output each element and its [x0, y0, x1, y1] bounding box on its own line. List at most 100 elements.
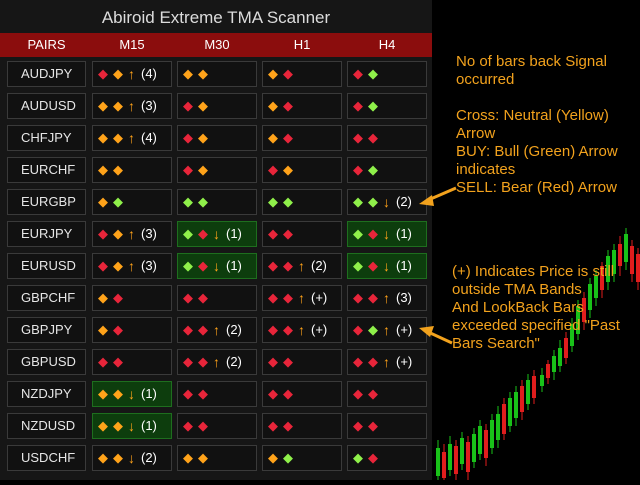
red-diamond-icon: ◆ [183, 130, 193, 145]
signal-cell-m30[interactable]: ◆ ◆ [177, 413, 257, 439]
red-diamond-icon: ◆ [113, 354, 123, 369]
yellow-diamond-icon: ◆ [113, 226, 123, 241]
signal-cell-h1[interactable]: ◆ ◆ [262, 189, 342, 215]
signal-cell-h1[interactable]: ◆ ◆ [262, 221, 342, 247]
signal-cell-m30[interactable]: ◆ ◆ [177, 189, 257, 215]
signal-cell-h1[interactable]: ◆ ◆ [262, 381, 342, 407]
pair-button[interactable]: CHFJPY [7, 125, 86, 151]
signal-cell-h4[interactable]: ◆ ◆ ↓ (1) [347, 221, 427, 247]
signal-cell-m15[interactable]: ◆ ◆ ↓ (2) [92, 445, 172, 471]
candlestick-chart [436, 228, 640, 480]
signal-cell-m15[interactable]: ◆ ◆ ↑ (4) [92, 125, 172, 151]
red-diamond-icon: ◆ [183, 418, 193, 433]
arrow-up-icon: ↑ [128, 258, 135, 274]
pair-button[interactable]: GBPUSD [7, 349, 86, 375]
signal-cell-m15[interactable]: ◆ ◆ ↓ (1) [92, 413, 172, 439]
signal-cell-m30[interactable]: ◆ ◆ [177, 61, 257, 87]
candle-body [526, 380, 530, 404]
signal-cell-h4[interactable]: ◆ ◆ ↑ (+) [347, 317, 427, 343]
pair-button[interactable]: EURCHF [7, 157, 86, 183]
signal-cell-m15[interactable]: ◆ ◆ [92, 157, 172, 183]
signal-cell-m15[interactable]: ◆ ◆ [92, 189, 172, 215]
bars-back-count: (+) [396, 322, 413, 337]
red-diamond-icon: ◆ [368, 354, 378, 369]
green-diamond-icon: ◆ [283, 450, 293, 465]
signal-cell-h4[interactable]: ◆ ◆ ↑ (+) [347, 349, 427, 375]
signal-cell-m15[interactable]: ◆ ◆ [92, 349, 172, 375]
signal-cell-h4[interactable]: ◆ ◆ [347, 61, 427, 87]
candle-body [502, 404, 506, 434]
bars-back-count: (2) [226, 354, 242, 369]
signal-cell-m15[interactable]: ◆ ◆ ↓ (1) [92, 381, 172, 407]
candle-body [582, 298, 586, 322]
yellow-diamond-icon: ◆ [268, 130, 278, 145]
pair-button[interactable]: EURUSD [7, 253, 86, 279]
signal-cell-m30[interactable]: ◆ ◆ ↓ (1) [177, 253, 257, 279]
yellow-diamond-icon: ◆ [113, 386, 123, 401]
signal-cell-m15[interactable]: ◆ ◆ ↑ (4) [92, 61, 172, 87]
signal-cell-m15[interactable]: ◆ ◆ ↑ (3) [92, 253, 172, 279]
signal-cell-h1[interactable]: ◆ ◆ ↑ (+) [262, 285, 342, 311]
bars-back-count: (1) [396, 226, 412, 241]
candle-body [490, 420, 494, 448]
signal-cell-m30[interactable]: ◆ ◆ [177, 445, 257, 471]
signal-cell-h1[interactable]: ◆ ◆ [262, 349, 342, 375]
scanner-row-eurgbp: EURGBP ◆ ◆ ◆ ◆ ◆ ◆ ◆ ◆ ↓ (2) [0, 187, 432, 219]
red-diamond-icon: ◆ [353, 66, 363, 81]
pair-button[interactable]: EURJPY [7, 221, 86, 247]
signal-cell-m30[interactable]: ◆ ◆ [177, 285, 257, 311]
signal-cell-h4[interactable]: ◆ ◆ [347, 125, 427, 151]
signal-cell-m30[interactable]: ◆ ◆ [177, 157, 257, 183]
yellow-diamond-icon: ◆ [113, 162, 123, 177]
bars-back-count: (+) [396, 354, 413, 369]
red-diamond-icon: ◆ [283, 354, 293, 369]
candle-body [594, 276, 598, 298]
signal-cell-h4[interactable]: ◆ ◆ ↓ (1) [347, 253, 427, 279]
candle-body [612, 250, 616, 274]
candle-body [454, 446, 458, 474]
green-diamond-icon: ◆ [368, 66, 378, 81]
pair-button[interactable]: NZDJPY [7, 381, 86, 407]
signal-cell-h1[interactable]: ◆ ◆ [262, 93, 342, 119]
red-diamond-icon: ◆ [113, 322, 123, 337]
signal-cell-h4[interactable]: ◆ ◆ ↓ (2) [347, 189, 427, 215]
signal-cell-m30[interactable]: ◆ ◆ ↑ (2) [177, 349, 257, 375]
pair-button[interactable]: AUDJPY [7, 61, 86, 87]
signal-cell-h4[interactable]: ◆ ◆ [347, 93, 427, 119]
signal-cell-m15[interactable]: ◆ ◆ ↑ (3) [92, 93, 172, 119]
plus-indicator-note: (+) Indicates Price is still outside TMA… [452, 263, 620, 352]
signal-cell-h4[interactable]: ◆ ◆ [347, 381, 427, 407]
pair-button[interactable]: USDCHF [7, 445, 86, 471]
signal-cell-h4[interactable]: ◆ ◆ [347, 445, 427, 471]
pair-button[interactable]: GBPJPY [7, 317, 86, 343]
signal-cell-h4[interactable]: ◆ ◆ [347, 157, 427, 183]
signal-cell-m15[interactable]: ◆ ◆ [92, 317, 172, 343]
signal-cell-m30[interactable]: ◆ ◆ ↓ (1) [177, 221, 257, 247]
signal-cell-h1[interactable]: ◆ ◆ [262, 157, 342, 183]
pair-button[interactable]: GBPCHF [7, 285, 86, 311]
scanner-row-eurusd: EURUSD ◆ ◆ ↑ (3) ◆ ◆ ↓ (1) ◆ ◆ ↑ (2) ◆ ◆ ↓ (1) [0, 251, 432, 283]
signal-cell-h1[interactable]: ◆ ◆ ↑ (2) [262, 253, 342, 279]
arrow-down-icon: ↓ [128, 450, 135, 466]
signal-cell-h1[interactable]: ◆ ◆ [262, 413, 342, 439]
signal-legend-note: No of bars back Signal occurred Cross: N… [456, 53, 618, 196]
signal-cell-h1[interactable]: ◆ ◆ [262, 125, 342, 151]
signal-cell-h4[interactable]: ◆ ◆ ↑ (3) [347, 285, 427, 311]
signal-cell-m30[interactable]: ◆ ◆ [177, 381, 257, 407]
pair-button[interactable]: AUDUSD [7, 93, 86, 119]
pair-button[interactable]: EURGBP [7, 189, 86, 215]
signal-cell-h4[interactable]: ◆ ◆ [347, 413, 427, 439]
signal-cell-m15[interactable]: ◆ ◆ [92, 285, 172, 311]
bars-back-count: (+) [311, 290, 328, 305]
signal-cell-h1[interactable]: ◆ ◆ [262, 61, 342, 87]
red-diamond-icon: ◆ [98, 354, 108, 369]
signal-cell-m30[interactable]: ◆ ◆ ↑ (2) [177, 317, 257, 343]
signal-cell-m15[interactable]: ◆ ◆ ↑ (3) [92, 221, 172, 247]
bars-back-count: (2) [141, 450, 157, 465]
signal-cell-h1[interactable]: ◆ ◆ [262, 445, 342, 471]
signal-cell-h1[interactable]: ◆ ◆ ↑ (+) [262, 317, 342, 343]
pair-button[interactable]: NZDUSD [7, 413, 86, 439]
signal-cell-m30[interactable]: ◆ ◆ [177, 125, 257, 151]
signal-cell-m30[interactable]: ◆ ◆ [177, 93, 257, 119]
arrow-up-icon: ↑ [213, 354, 220, 370]
